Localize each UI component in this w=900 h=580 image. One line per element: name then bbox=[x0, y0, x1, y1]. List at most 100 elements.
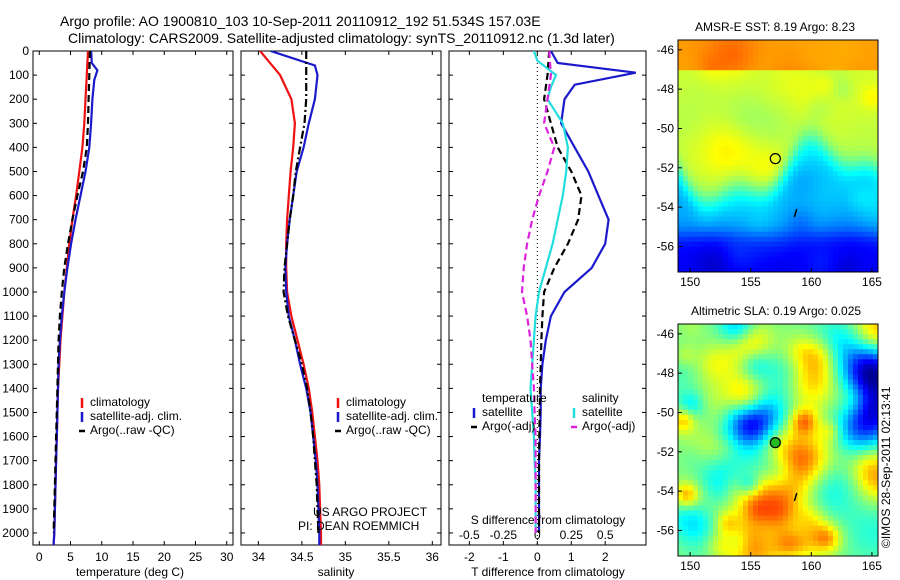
heatmap-cell bbox=[728, 525, 734, 532]
heatmap-cell bbox=[823, 256, 829, 263]
heatmap-cell bbox=[798, 339, 804, 345]
heatmap-cell bbox=[703, 384, 709, 390]
heatmap-cell bbox=[798, 445, 804, 451]
depth-tick-label: 1300 bbox=[2, 357, 29, 371]
heatmap-cell bbox=[783, 105, 789, 112]
heatmap-cell bbox=[718, 216, 724, 222]
heatmap-cell bbox=[788, 510, 794, 517]
heatmap-cell bbox=[768, 399, 774, 406]
heatmap-cell bbox=[688, 211, 694, 217]
heatmap-cell bbox=[783, 434, 789, 441]
heatmap-cell bbox=[698, 221, 704, 228]
heatmap-cell bbox=[763, 465, 769, 471]
heatmap-cell bbox=[688, 100, 694, 106]
heatmap-cell bbox=[793, 379, 799, 385]
heatmap-cell bbox=[763, 490, 769, 496]
heatmap-cell bbox=[758, 145, 764, 152]
heatmap-cell bbox=[723, 115, 729, 122]
heatmap-cell bbox=[688, 440, 694, 446]
heatmap-cell bbox=[773, 80, 779, 86]
heatmap-cell bbox=[698, 344, 704, 350]
heatmap-cell bbox=[713, 181, 719, 187]
heatmap-cell bbox=[873, 45, 878, 51]
heatmap-cell bbox=[833, 540, 839, 547]
heatmap-cell bbox=[848, 545, 854, 552]
depth-tick-label: 100 bbox=[9, 68, 29, 82]
heatmap-cell bbox=[788, 156, 794, 162]
heatmap-cell bbox=[768, 65, 774, 71]
heatmap-cell bbox=[793, 115, 799, 122]
heatmap-cell bbox=[748, 130, 754, 137]
heatmap-cell bbox=[688, 40, 694, 46]
heatmap-cell bbox=[703, 324, 709, 330]
heatmap-cell bbox=[868, 525, 874, 532]
heatmap-cell bbox=[683, 231, 689, 238]
heatmap-cell bbox=[838, 135, 844, 142]
heatmap-cell bbox=[828, 540, 834, 547]
heatmap-cell bbox=[788, 181, 794, 187]
heatmap-cell bbox=[773, 394, 779, 401]
heatmap-cell bbox=[863, 480, 869, 486]
heatmap-cell bbox=[798, 196, 804, 202]
heatmap-cell bbox=[723, 324, 729, 330]
heatmap-cell bbox=[708, 505, 714, 512]
heatmap-cell bbox=[758, 95, 764, 101]
heatmap-cell bbox=[728, 145, 734, 152]
heatmap-cell bbox=[818, 60, 824, 66]
heatmap-cell bbox=[868, 520, 874, 527]
heatmap-cell bbox=[768, 515, 774, 522]
heatmap-cell bbox=[708, 490, 714, 496]
depth-tick-label: 600 bbox=[9, 189, 29, 203]
heatmap-cell bbox=[868, 495, 874, 501]
heatmap-cell bbox=[688, 241, 694, 248]
heatmap-cell bbox=[723, 166, 729, 172]
heatmap-cell bbox=[793, 60, 799, 66]
heatmap-cell bbox=[678, 90, 684, 96]
heatmap-cell bbox=[828, 384, 834, 390]
heatmap-cell bbox=[823, 85, 829, 91]
heatmap-cell bbox=[708, 434, 714, 441]
heatmap-cell bbox=[803, 135, 809, 142]
salinity-axis-label: salinity bbox=[318, 565, 355, 579]
heatmap-cell bbox=[728, 75, 734, 81]
heatmap-cell bbox=[778, 171, 784, 177]
heatmap-cell bbox=[858, 445, 864, 451]
heatmap-cell bbox=[768, 520, 774, 527]
heatmap-cell bbox=[728, 374, 734, 380]
heatmap-cell bbox=[703, 50, 709, 56]
heatmap-cell bbox=[688, 191, 694, 197]
heatmap-cell bbox=[783, 334, 789, 340]
heatmap-cell bbox=[693, 181, 699, 187]
heatmap-cell bbox=[798, 166, 804, 172]
heatmap-cell bbox=[783, 460, 789, 466]
heatmap-cell bbox=[683, 211, 689, 217]
heatmap-cell bbox=[758, 490, 764, 496]
heatmap-cell bbox=[773, 550, 779, 556]
heatmap-cell bbox=[838, 115, 844, 122]
heatmap-cell bbox=[778, 429, 784, 436]
heatmap-cell bbox=[708, 256, 714, 263]
heatmap-cell bbox=[833, 201, 839, 207]
lon-tick-label: 165 bbox=[862, 275, 882, 289]
heatmap-cell bbox=[803, 364, 809, 370]
heatmap-cell bbox=[848, 324, 854, 330]
heatmap-cell bbox=[708, 339, 714, 345]
heatmap-cell bbox=[683, 510, 689, 517]
heatmap-cell bbox=[788, 161, 794, 167]
heatmap-cell bbox=[793, 125, 799, 132]
heatmap-cell bbox=[703, 75, 709, 81]
heatmap-cell bbox=[848, 525, 854, 532]
heatmap-cell bbox=[723, 145, 729, 152]
heatmap-cell bbox=[778, 100, 784, 106]
heatmap-cell bbox=[788, 55, 794, 61]
heatmap-cell bbox=[733, 125, 739, 132]
heatmap-cell bbox=[793, 424, 799, 431]
heatmap-cell bbox=[693, 201, 699, 207]
heatmap-cell bbox=[718, 196, 724, 202]
heatmap-cell bbox=[768, 115, 774, 122]
heatmap-cell bbox=[848, 246, 854, 253]
heatmap-cell bbox=[743, 525, 749, 532]
heatmap-cell bbox=[698, 485, 704, 491]
heatmap-cell bbox=[848, 241, 854, 248]
heatmap-cell bbox=[783, 515, 789, 522]
